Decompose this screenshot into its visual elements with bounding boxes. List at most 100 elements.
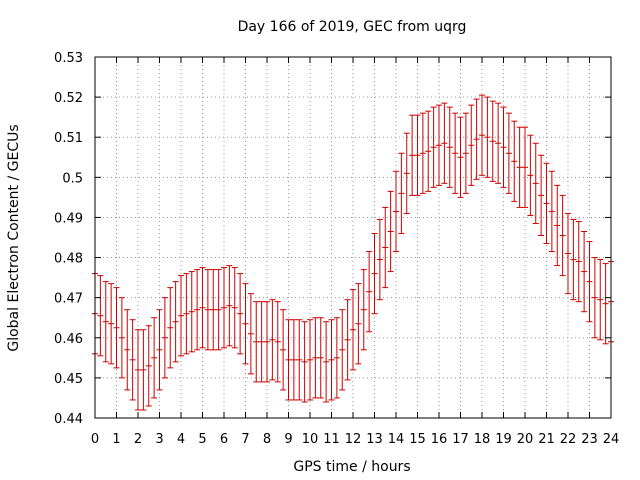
data-point xyxy=(516,126,523,208)
data-point xyxy=(452,112,459,194)
x-tick-label: 22 xyxy=(560,432,577,447)
data-point xyxy=(575,220,582,303)
x-tick-label: 21 xyxy=(538,432,555,447)
data-point xyxy=(231,267,238,349)
x-tick-label: 6 xyxy=(220,432,228,447)
data-point xyxy=(500,106,507,188)
data-point xyxy=(409,114,416,196)
data-point xyxy=(360,269,367,351)
y-tick-label: 0.49 xyxy=(54,211,83,226)
data-point xyxy=(473,98,480,180)
y-tick-label: 0.44 xyxy=(54,412,83,427)
data-point xyxy=(468,104,475,186)
y-axis-title: Global Electron Content / GECUs xyxy=(6,124,22,351)
data-point xyxy=(301,321,308,403)
data-point xyxy=(194,269,201,351)
data-point xyxy=(317,317,324,399)
data-point xyxy=(430,106,437,188)
x-tick-label: 4 xyxy=(177,432,185,447)
x-tick-label: 17 xyxy=(452,432,469,447)
data-point xyxy=(586,241,593,323)
data-point xyxy=(414,114,421,196)
y-tick-label: 0.47 xyxy=(54,292,83,307)
data-point xyxy=(532,142,539,224)
data-point xyxy=(393,170,399,253)
data-point xyxy=(129,319,136,401)
data-point xyxy=(156,309,163,391)
data-point xyxy=(280,309,287,391)
data-point xyxy=(221,267,227,349)
data-point xyxy=(333,317,340,399)
data-point xyxy=(242,283,249,365)
data-point xyxy=(178,275,184,357)
data-point xyxy=(559,194,566,277)
data-point xyxy=(371,232,378,315)
data-point xyxy=(323,321,330,403)
data-point xyxy=(204,269,211,351)
data-point xyxy=(339,309,346,391)
data-point xyxy=(264,301,270,383)
x-tick-label: 20 xyxy=(517,432,534,447)
x-tick-label: 16 xyxy=(431,432,448,447)
x-tick-label: 11 xyxy=(323,432,340,447)
data-point xyxy=(307,319,313,401)
data-point xyxy=(247,293,254,375)
y-tick-label: 0.53 xyxy=(54,51,83,66)
data-point xyxy=(118,297,125,379)
data-point xyxy=(140,329,147,411)
data-point xyxy=(446,106,453,188)
data-point xyxy=(269,299,276,381)
data-point xyxy=(237,273,244,355)
data-point xyxy=(538,154,545,236)
y-tick-label: 0.46 xyxy=(54,332,83,347)
data-point xyxy=(188,271,195,353)
data-point xyxy=(312,317,319,399)
data-point xyxy=(479,94,485,176)
data-point xyxy=(543,162,550,245)
data-point xyxy=(183,273,190,355)
data-point xyxy=(167,287,174,369)
x-axis-title: GPS time / hours xyxy=(293,459,410,475)
data-point xyxy=(436,104,442,186)
x-tick-label: 9 xyxy=(284,432,292,447)
data-point xyxy=(102,281,109,363)
chart-title: Day 166 of 2019, GEC from uqrg xyxy=(238,19,467,35)
data-point xyxy=(602,263,609,345)
data-point xyxy=(511,120,518,202)
data-point xyxy=(135,329,141,411)
data-point xyxy=(328,319,335,401)
data-point xyxy=(597,259,604,341)
data-point xyxy=(591,257,598,339)
data-point xyxy=(387,190,394,273)
data-point xyxy=(124,309,131,391)
data-point xyxy=(355,283,362,365)
data-point xyxy=(296,319,303,401)
data-point xyxy=(505,112,512,194)
x-tick-label: 8 xyxy=(263,432,271,447)
data-point xyxy=(253,301,260,383)
y-tick-label: 0.48 xyxy=(54,252,83,267)
x-tick-label: 15 xyxy=(409,432,426,447)
x-tick-label: 7 xyxy=(241,432,249,447)
x-tick-label: 10 xyxy=(302,432,319,447)
data-point xyxy=(215,269,222,351)
data-point xyxy=(274,301,281,383)
data-point xyxy=(425,110,432,192)
x-tick-label: 5 xyxy=(198,432,206,447)
data-point xyxy=(489,100,496,182)
x-tick-label: 19 xyxy=(495,432,512,447)
data-point xyxy=(366,251,373,333)
x-tick-label: 24 xyxy=(603,432,620,447)
data-point xyxy=(548,170,555,253)
data-point xyxy=(382,206,389,289)
data-point xyxy=(484,96,491,178)
data-point xyxy=(441,102,448,184)
data-point xyxy=(145,325,152,407)
data-point xyxy=(522,126,528,208)
axis-ticks xyxy=(94,56,612,419)
data-point xyxy=(285,319,292,401)
x-tick-label: 2 xyxy=(134,432,142,447)
data-point xyxy=(419,112,426,194)
data-point xyxy=(226,265,233,347)
x-tick-label: 13 xyxy=(366,432,383,447)
